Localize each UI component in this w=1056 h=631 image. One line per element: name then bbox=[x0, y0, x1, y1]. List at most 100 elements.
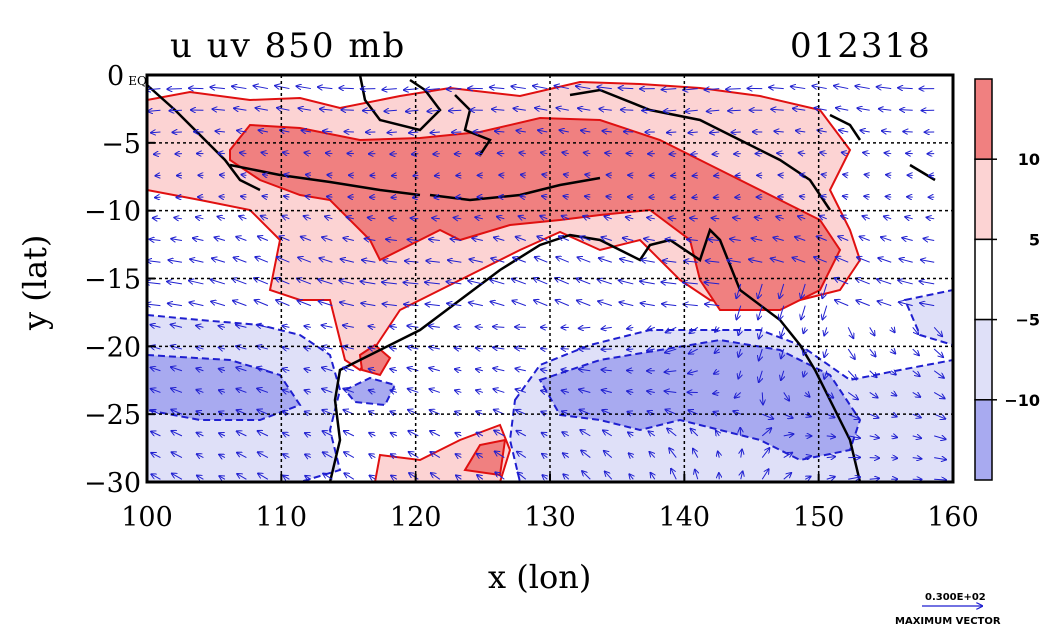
wind-arrow bbox=[783, 453, 792, 459]
wind-arrow bbox=[848, 436, 860, 438]
wind-arrow bbox=[619, 280, 634, 285]
wind-arrow bbox=[282, 326, 290, 328]
wind-arrow bbox=[934, 436, 946, 439]
wind-arrow bbox=[781, 348, 784, 358]
wind-arrow bbox=[323, 452, 333, 459]
wind-arrow bbox=[261, 152, 268, 153]
wind-arrow bbox=[834, 86, 849, 89]
wind-arrow bbox=[413, 175, 418, 176]
wind-arrow bbox=[433, 154, 440, 155]
wind-arrow bbox=[391, 454, 398, 457]
wind-arrow bbox=[738, 348, 740, 357]
wind-arrow bbox=[582, 471, 591, 480]
wind-arrow bbox=[323, 431, 333, 437]
wind-arrow bbox=[627, 412, 634, 414]
wind-arrow bbox=[912, 370, 920, 376]
wind-arrow bbox=[542, 454, 547, 458]
title-right: 012318 bbox=[790, 26, 932, 66]
wind-arrow bbox=[578, 257, 591, 263]
wind-arrow bbox=[649, 452, 656, 458]
wind-arrow bbox=[429, 239, 440, 240]
wind-arrow bbox=[468, 281, 483, 284]
wind-arrow bbox=[151, 474, 161, 480]
wind-arrow bbox=[383, 261, 397, 263]
wind-arrow bbox=[627, 327, 634, 328]
wind-arrow bbox=[477, 454, 484, 458]
wind-arrow bbox=[216, 131, 225, 132]
wind-arrow bbox=[857, 257, 870, 263]
wind-arrow bbox=[707, 110, 720, 111]
wind-arrow bbox=[799, 153, 806, 154]
wind-arrow bbox=[580, 430, 591, 437]
wind-arrow bbox=[934, 479, 946, 480]
wind-arrow bbox=[716, 431, 719, 436]
wind-arrow bbox=[891, 371, 896, 375]
wind-arrow bbox=[627, 349, 634, 350]
wind-arrow bbox=[758, 283, 763, 298]
wind-arrow bbox=[662, 304, 677, 306]
wind-arrow bbox=[601, 370, 612, 371]
wind-arrow bbox=[683, 304, 698, 305]
wind-arrow bbox=[491, 302, 505, 307]
wind-arrow bbox=[882, 131, 892, 132]
wind-arrow bbox=[517, 473, 527, 480]
wind-arrow bbox=[541, 412, 548, 415]
wind-arrow bbox=[236, 325, 247, 327]
wind-arrow bbox=[619, 302, 634, 306]
wind-arrow bbox=[196, 347, 204, 349]
wind-arrow bbox=[151, 453, 161, 459]
wind-arrow bbox=[151, 132, 161, 133]
wind-arrow bbox=[627, 391, 634, 392]
wind-arrow bbox=[607, 175, 612, 176]
wind-arrow bbox=[803, 327, 805, 333]
wind-arrow bbox=[171, 239, 183, 241]
wind-arrow bbox=[301, 237, 312, 241]
wind-arrow bbox=[447, 303, 462, 305]
wind-arrow bbox=[493, 389, 505, 393]
strong-negative-wind-region-east bbox=[538, 338, 862, 462]
wind-arrow bbox=[475, 217, 483, 219]
wind-arrow bbox=[805, 414, 811, 416]
wind-arrow bbox=[619, 88, 634, 89]
wind-arrow bbox=[384, 110, 397, 111]
wind-arrow bbox=[855, 86, 870, 89]
wind-arrow bbox=[667, 132, 677, 133]
wind-arrow bbox=[318, 279, 333, 285]
wind-arrow bbox=[733, 218, 741, 219]
wind-arrow bbox=[796, 131, 806, 132]
wind-arrow bbox=[886, 196, 892, 197]
wind-arrow bbox=[172, 452, 183, 459]
wind-arrow bbox=[369, 369, 376, 371]
wind-arrow bbox=[361, 281, 376, 284]
wind-arrow bbox=[836, 108, 849, 110]
wind-arrow bbox=[865, 175, 870, 176]
wind-arrow bbox=[451, 239, 462, 241]
wind-arrow bbox=[454, 218, 462, 219]
wind-arrow bbox=[171, 367, 183, 371]
wind-arrow bbox=[234, 257, 247, 263]
wind-arrow bbox=[239, 216, 247, 219]
wind-arrow bbox=[921, 260, 935, 262]
wind-arrow bbox=[304, 216, 312, 219]
wind-arrow bbox=[456, 454, 462, 457]
wind-arrow bbox=[150, 239, 161, 240]
wind-arrow bbox=[427, 110, 440, 111]
wind-arrow bbox=[805, 392, 809, 396]
wind-arrow bbox=[218, 153, 225, 154]
wind-arrow bbox=[390, 348, 397, 350]
x-tick-label: 140 bbox=[659, 502, 711, 533]
wind-arrow bbox=[752, 238, 763, 240]
wind-arrow bbox=[604, 216, 612, 218]
wind-arrow bbox=[805, 477, 810, 480]
wind-arrow bbox=[585, 196, 591, 197]
wind-arrow bbox=[275, 86, 290, 89]
wind-arrow bbox=[327, 196, 333, 197]
wind-arrow bbox=[601, 237, 612, 240]
wind-arrow bbox=[798, 216, 806, 219]
wind-arrow bbox=[430, 132, 440, 133]
wind-arrow bbox=[476, 369, 483, 371]
colorbar-label: −5 bbox=[1015, 311, 1040, 330]
wind-arrow bbox=[431, 473, 441, 480]
wind-arrow bbox=[761, 469, 768, 480]
